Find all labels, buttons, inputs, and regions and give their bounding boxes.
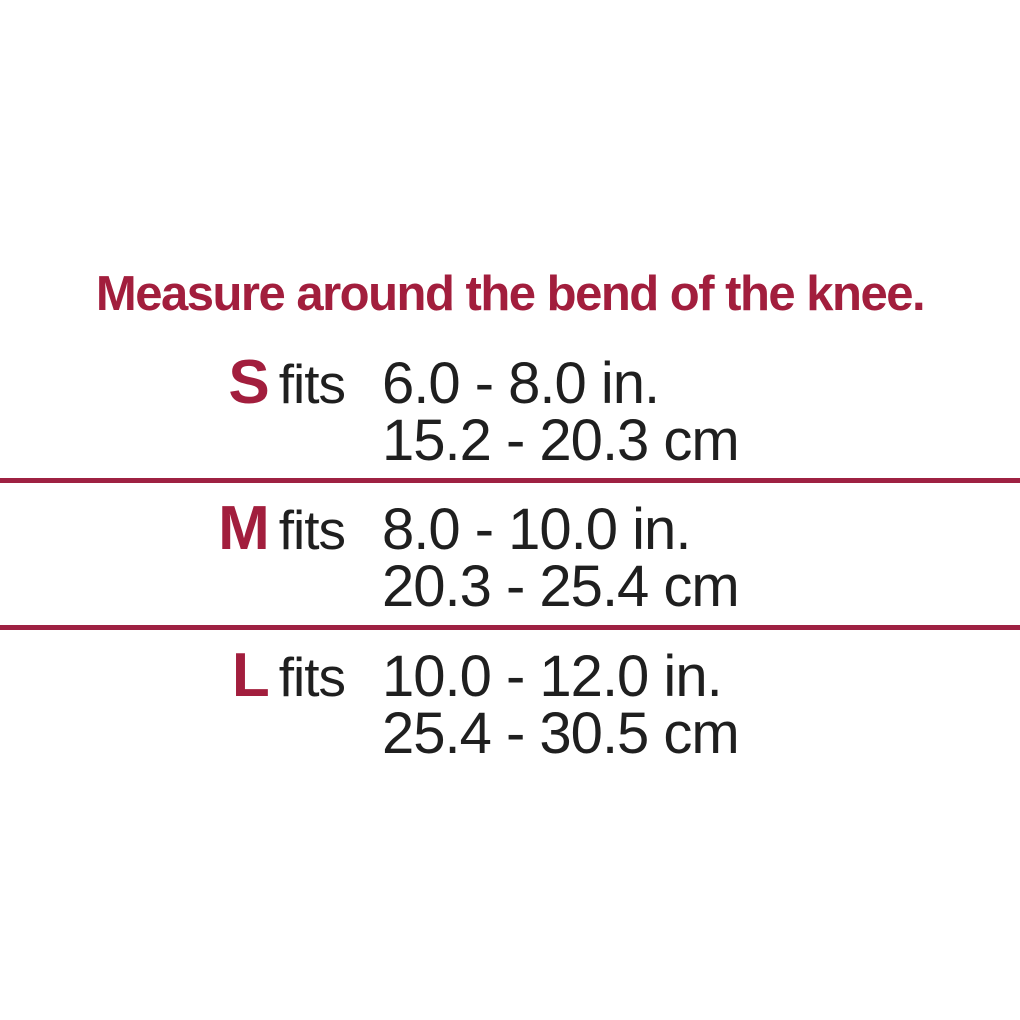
range-cm: 25.4 - 30.5 cm xyxy=(382,701,740,766)
size-letter-s: S xyxy=(228,348,269,417)
range-cm: 20.3 - 25.4 cm xyxy=(382,554,740,619)
range-cell: 10.0 - 12.0 in. 25.4 - 30.5 cm xyxy=(382,644,740,766)
divider-line xyxy=(0,478,1020,483)
range-cm: 15.2 - 20.3 cm xyxy=(382,408,740,473)
divider-line xyxy=(0,625,1020,630)
range-inches: 6.0 - 8.0 in. xyxy=(382,351,660,416)
range-cell: 6.0 - 8.0 in. 15.2 - 20.3 cm xyxy=(382,351,740,473)
size-letter-l: L xyxy=(231,641,270,710)
size-letter-m: M xyxy=(218,494,270,563)
range-cell: 8.0 - 10.0 in. 20.3 - 25.4 cm xyxy=(382,497,740,619)
range-inches: 8.0 - 10.0 in. xyxy=(382,497,691,562)
fits-label: fits xyxy=(278,353,346,415)
chart-title: Measure around the bend of the knee. xyxy=(95,267,926,321)
fits-label: fits xyxy=(278,646,346,708)
range-inches: 10.0 - 12.0 in. xyxy=(382,644,723,709)
fits-label: fits xyxy=(278,499,346,561)
